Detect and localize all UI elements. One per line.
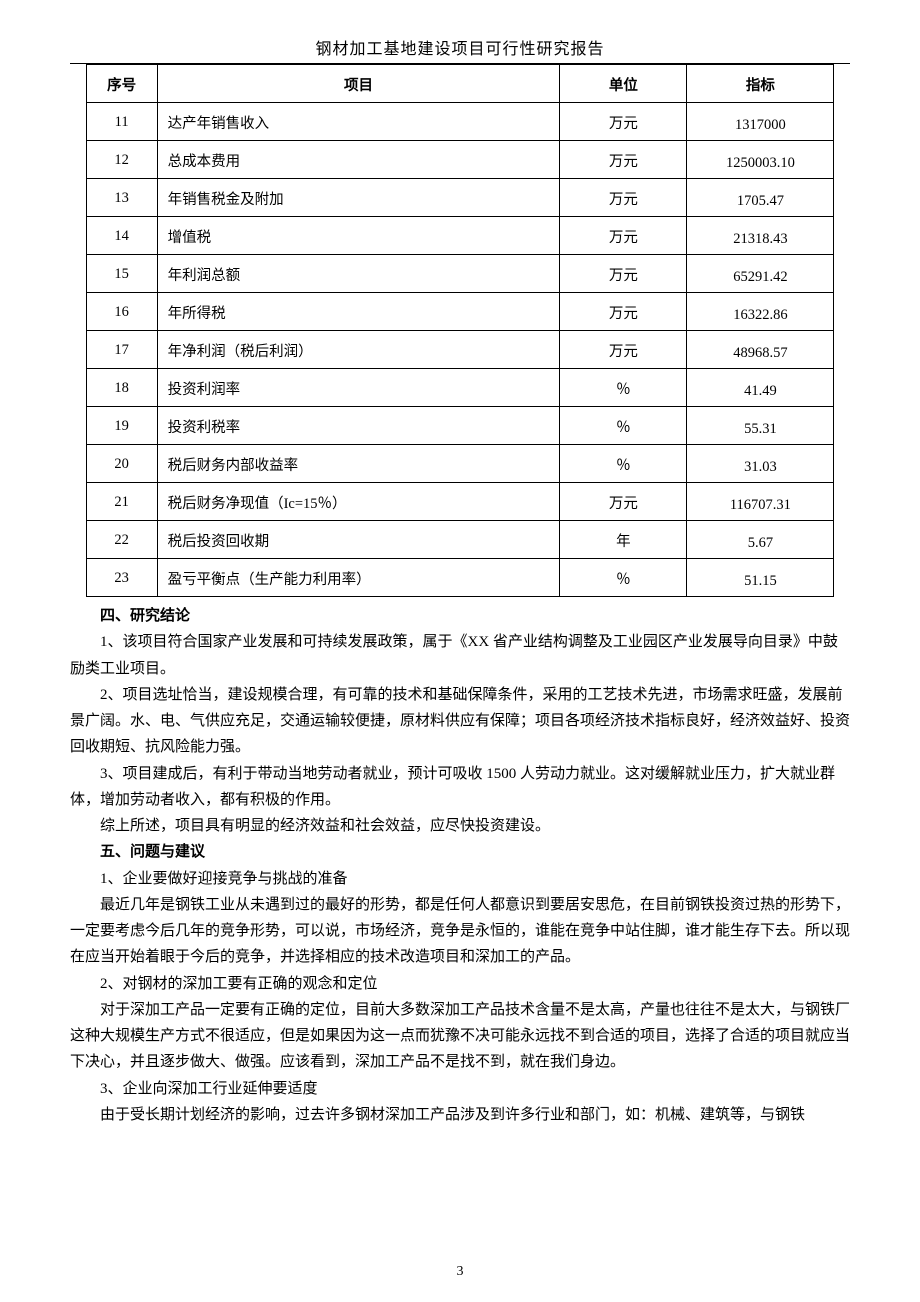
cell-unit: 万元 — [560, 331, 687, 369]
cell-value: 1250003.10 — [687, 141, 834, 179]
cell-value: 41.49 — [687, 369, 834, 407]
cell-unit: ％ — [560, 369, 687, 407]
cell-item: 投资利润率 — [157, 369, 560, 407]
col-value: 指标 — [687, 65, 834, 103]
cell-unit: 万元 — [560, 293, 687, 331]
table-row: 22税后投资回收期年5.67 — [86, 521, 834, 559]
section-5-item3-body: 由于受长期计划经济的影响，过去许多钢材深加工产品涉及到许多行业和部门，如：机械、… — [70, 1102, 850, 1128]
table-row: 16年所得税万元16322.86 — [86, 293, 834, 331]
table-row: 17年净利润（税后利润）万元48968.57 — [86, 331, 834, 369]
cell-item: 年所得税 — [157, 293, 560, 331]
cell-seq: 21 — [86, 483, 157, 521]
cell-seq: 16 — [86, 293, 157, 331]
cell-seq: 15 — [86, 255, 157, 293]
cell-seq: 14 — [86, 217, 157, 255]
cell-item: 投资利税率 — [157, 407, 560, 445]
section-5-item2-body: 对于深加工产品一定要有正确的定位，目前大多数深加工产品技术含量不是太高，产量也往… — [70, 997, 850, 1076]
cell-value: 55.31 — [687, 407, 834, 445]
section-4-p3: 3、项目建成后，有利于带动当地劳动者就业，预计可吸收 1500 人劳动力就业。这… — [70, 761, 850, 814]
cell-value: 116707.31 — [687, 483, 834, 521]
body-text: 四、研究结论 1、该项目符合国家产业发展和可持续发展政策，属于《XX 省产业结构… — [70, 603, 850, 1128]
cell-unit: 年 — [560, 521, 687, 559]
cell-unit: 万元 — [560, 179, 687, 217]
cell-unit: 万元 — [560, 483, 687, 521]
table-row: 19投资利税率％55.31 — [86, 407, 834, 445]
cell-seq: 20 — [86, 445, 157, 483]
cell-value: 51.15 — [687, 559, 834, 597]
cell-unit: ％ — [560, 445, 687, 483]
col-seq: 序号 — [86, 65, 157, 103]
cell-item: 增值税 — [157, 217, 560, 255]
table-row: 18投资利润率％41.49 — [86, 369, 834, 407]
cell-item: 税后财务净现值（Ic=15％） — [157, 483, 560, 521]
cell-item: 税后财务内部收益率 — [157, 445, 560, 483]
table-row: 12总成本费用万元1250003.10 — [86, 141, 834, 179]
section-4-heading: 四、研究结论 — [70, 603, 850, 629]
cell-item: 达产年销售收入 — [157, 103, 560, 141]
cell-seq: 22 — [86, 521, 157, 559]
table-row: 15年利润总额万元65291.42 — [86, 255, 834, 293]
cell-value: 31.03 — [687, 445, 834, 483]
table-row: 23盈亏平衡点（生产能力利用率）％51.15 — [86, 559, 834, 597]
section-5-item1-body: 最近几年是钢铁工业从未遇到过的最好的形势，都是任何人都意识到要居安思危，在目前钢… — [70, 892, 850, 971]
cell-unit: ％ — [560, 407, 687, 445]
table-row: 14增值税万元21318.43 — [86, 217, 834, 255]
cell-item: 税后投资回收期 — [157, 521, 560, 559]
cell-seq: 13 — [86, 179, 157, 217]
section-5-item2-title: 2、对钢材的深加工要有正确的观念和定位 — [70, 971, 850, 997]
page: 钢材加工基地建设项目可行性研究报告 序号 项目 单位 指标 11达产年销售收入万… — [0, 0, 920, 1302]
section-5-item1-title: 1、企业要做好迎接竞争与挑战的准备 — [70, 866, 850, 892]
page-header-title: 钢材加工基地建设项目可行性研究报告 — [70, 35, 850, 61]
indicators-table: 序号 项目 单位 指标 11达产年销售收入万元131700012总成本费用万元1… — [86, 64, 835, 597]
cell-item: 年净利润（税后利润） — [157, 331, 560, 369]
cell-unit: 万元 — [560, 255, 687, 293]
cell-seq: 17 — [86, 331, 157, 369]
cell-unit: 万元 — [560, 217, 687, 255]
cell-seq: 18 — [86, 369, 157, 407]
section-5-heading: 五、问题与建议 — [70, 839, 850, 865]
table-row: 21税后财务净现值（Ic=15％）万元116707.31 — [86, 483, 834, 521]
section-5-item3-title: 3、企业向深加工行业延伸要适度 — [70, 1076, 850, 1102]
cell-value: 48968.57 — [687, 331, 834, 369]
cell-value: 1705.47 — [687, 179, 834, 217]
cell-item: 总成本费用 — [157, 141, 560, 179]
table-row: 13年销售税金及附加万元1705.47 — [86, 179, 834, 217]
cell-seq: 12 — [86, 141, 157, 179]
cell-unit: ％ — [560, 559, 687, 597]
page-number: 3 — [0, 1264, 920, 1280]
cell-unit: 万元 — [560, 103, 687, 141]
section-4-p2: 2、项目选址恰当，建设规模合理，有可靠的技术和基础保障条件，采用的工艺技术先进，… — [70, 682, 850, 761]
cell-unit: 万元 — [560, 141, 687, 179]
cell-value: 16322.86 — [687, 293, 834, 331]
cell-value: 21318.43 — [687, 217, 834, 255]
section-4-p4: 综上所述，项目具有明显的经济效益和社会效益，应尽快投资建设。 — [70, 813, 850, 839]
cell-seq: 11 — [86, 103, 157, 141]
table-row: 11达产年销售收入万元1317000 — [86, 103, 834, 141]
table-row: 20税后财务内部收益率％31.03 — [86, 445, 834, 483]
cell-item: 盈亏平衡点（生产能力利用率） — [157, 559, 560, 597]
col-unit: 单位 — [560, 65, 687, 103]
table-header-row: 序号 项目 单位 指标 — [86, 65, 834, 103]
section-4-p1: 1、该项目符合国家产业发展和可持续发展政策，属于《XX 省产业结构调整及工业园区… — [70, 629, 850, 682]
cell-value: 1317000 — [687, 103, 834, 141]
cell-value: 5.67 — [687, 521, 834, 559]
col-item: 项目 — [157, 65, 560, 103]
cell-item: 年利润总额 — [157, 255, 560, 293]
cell-seq: 23 — [86, 559, 157, 597]
cell-seq: 19 — [86, 407, 157, 445]
cell-value: 65291.42 — [687, 255, 834, 293]
cell-item: 年销售税金及附加 — [157, 179, 560, 217]
